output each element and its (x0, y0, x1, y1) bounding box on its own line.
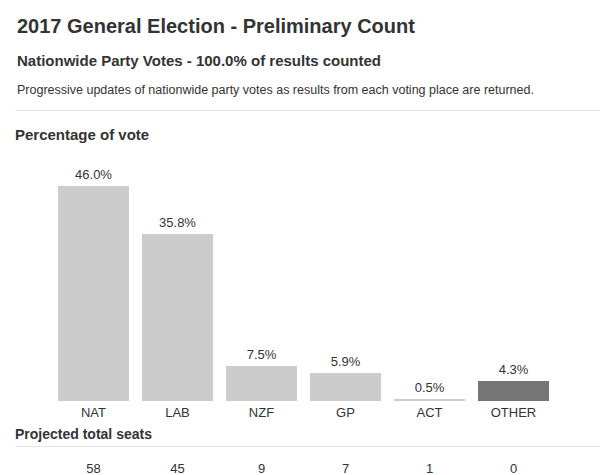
category-label-gp: GP (310, 405, 381, 420)
seat-value-nzf: 9 (226, 461, 297, 475)
category-label-other: OTHER (478, 405, 549, 420)
category-label-nat: NAT (58, 405, 129, 420)
bar-column-nat: 46.0% (58, 168, 129, 401)
category-label-lab: LAB (142, 405, 213, 420)
bar-other (478, 381, 549, 401)
header-divider (15, 110, 600, 111)
seat-value-other: 0 (478, 461, 549, 475)
bar-value-label: 4.3% (499, 363, 529, 376)
page-description: Progressive updates of nationwide party … (17, 83, 600, 98)
bar-column-gp: 5.9% (310, 355, 381, 401)
page-title: 2017 General Election - Preliminary Coun… (17, 14, 600, 38)
party-vote-bar-chart: 46.0% 35.8% 7.5% 5.9% 0.5% 4.3% (58, 168, 600, 401)
page-subtitle: Nationwide Party Votes - 100.0% of resul… (17, 52, 600, 70)
seat-value-nat: 58 (58, 461, 129, 475)
bar-lab (142, 234, 213, 401)
bar-nzf (226, 366, 297, 401)
projected-seats-heading: Projected total seats (15, 426, 600, 442)
chart-title: Percentage of vote (15, 126, 600, 144)
projected-seats-row: 58 45 9710 (58, 447, 600, 475)
bar-value-label: 5.9% (331, 355, 361, 368)
bar-column-other: 4.3% (478, 363, 549, 401)
party-labels-row: NAT LAB NZF GP ACT OTHER (58, 405, 600, 420)
seat-value-gp: 7 (310, 461, 381, 475)
bar-nat (58, 186, 129, 401)
bar-column-nzf: 7.5% (226, 348, 297, 401)
category-label-nzf: NZF (226, 405, 297, 420)
seat-value-lab: 45 (142, 461, 213, 475)
bar-value-label: 35.8% (159, 216, 196, 229)
seat-value-act: 1 (394, 461, 465, 475)
bar-gp (310, 373, 381, 401)
bar-act (394, 399, 465, 401)
bar-value-label: 0.5% (415, 381, 445, 394)
bar-value-label: 46.0% (75, 168, 112, 181)
election-results-page: 2017 General Election - Preliminary Coun… (0, 0, 600, 475)
category-label-act: ACT (394, 405, 465, 420)
bar-column-act: 0.5% (394, 381, 465, 401)
bar-column-lab: 35.8% (142, 216, 213, 401)
bar-value-label: 7.5% (247, 348, 277, 361)
